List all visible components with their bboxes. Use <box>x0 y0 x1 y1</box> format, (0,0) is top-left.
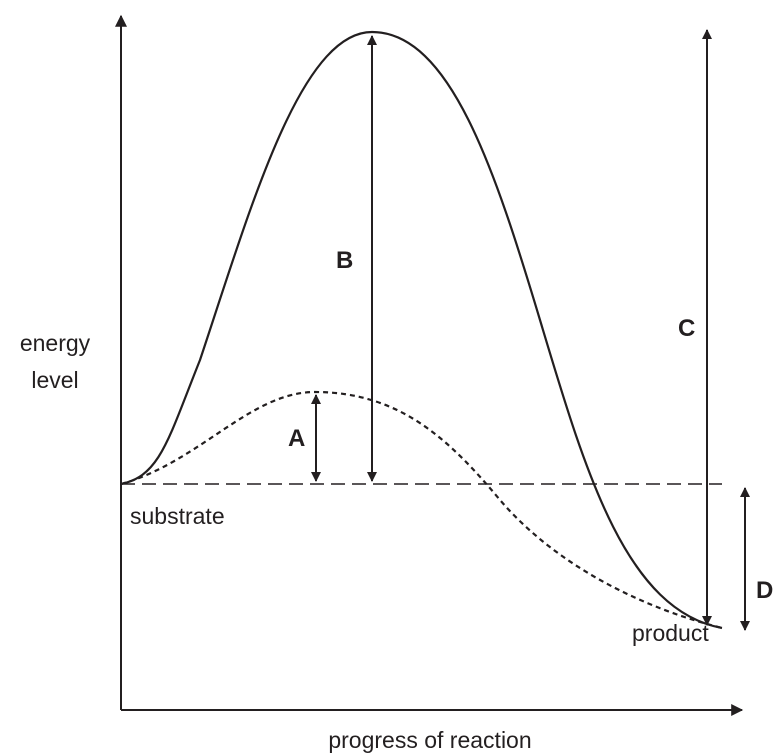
label-c: C <box>678 315 695 342</box>
label-d: D <box>756 577 773 604</box>
y-axis-label: energy <box>20 330 91 356</box>
y-axis-label: level <box>31 367 78 393</box>
label-a: A <box>288 425 305 452</box>
catalysed-curve <box>120 390 723 630</box>
x-axis-label: progress of reaction <box>328 727 531 753</box>
substrate-label: substrate <box>130 503 225 529</box>
product-label: product <box>632 620 709 646</box>
uncatalysed-curve <box>120 30 723 630</box>
label-b: B <box>336 247 353 274</box>
